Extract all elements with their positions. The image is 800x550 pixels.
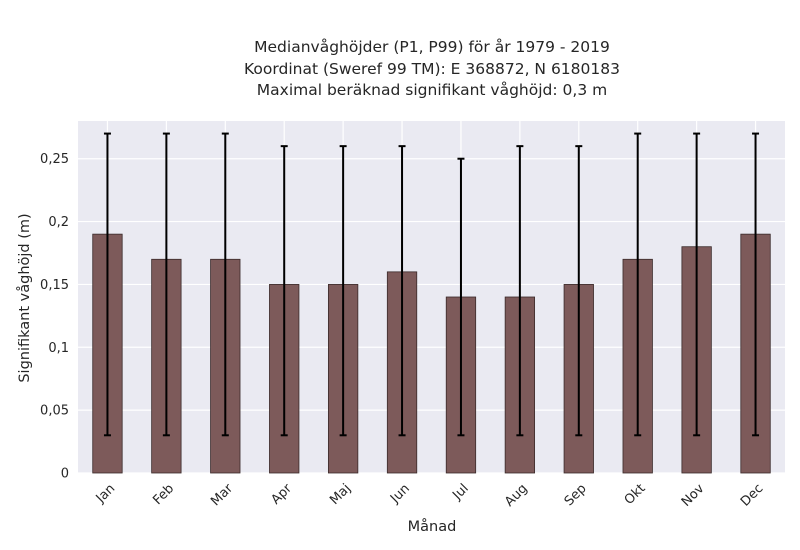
- x-tick-label: Maj: [327, 481, 354, 508]
- x-tick-label: Jan: [93, 481, 118, 506]
- chart-title: Medianvåghöjder (P1, P99) för år 1979 - …: [244, 38, 620, 99]
- y-axis-ticks: 0 0,05 0,1 0,15 0,2 0,25: [40, 152, 69, 481]
- x-axis-label: Månad: [408, 518, 457, 535]
- x-tick-label: Mar: [208, 481, 236, 509]
- y-tick-label: 0,2: [48, 215, 69, 230]
- y-tick-label: 0,05: [40, 404, 69, 419]
- plot-area: [78, 121, 785, 473]
- x-axis-ticks: Jan Feb Mar Apr Maj Jun Jul Aug Sep Okt Nov Dec: [93, 481, 767, 510]
- x-tick-label: Jun: [387, 481, 413, 507]
- y-tick-label: 0: [61, 467, 69, 482]
- y-tick-label: 0,25: [40, 152, 69, 167]
- y-axis-label: Signifikant våghöjd (m): [16, 213, 33, 382]
- title-line-3: Maximal beräknad signifikant våghöjd: 0,…: [257, 81, 607, 99]
- y-tick-label: 0,1: [48, 341, 69, 356]
- x-tick-label: Feb: [150, 481, 177, 508]
- y-tick-label: 0,15: [40, 278, 69, 293]
- x-tick-label: Dec: [738, 481, 766, 509]
- title-line-1: Medianvåghöjder (P1, P99) för år 1979 - …: [254, 38, 610, 56]
- x-tick-label: Sep: [562, 481, 590, 509]
- title-line-2: Koordinat (Sweref 99 TM): E 368872, N 61…: [244, 60, 620, 78]
- x-tick-label: Aug: [502, 481, 531, 510]
- x-tick-label: Okt: [622, 481, 649, 508]
- x-tick-label: Apr: [269, 481, 296, 508]
- error-bars: [103, 132, 760, 437]
- x-tick-label: Jul: [449, 481, 471, 503]
- x-tick-label: Nov: [679, 481, 708, 510]
